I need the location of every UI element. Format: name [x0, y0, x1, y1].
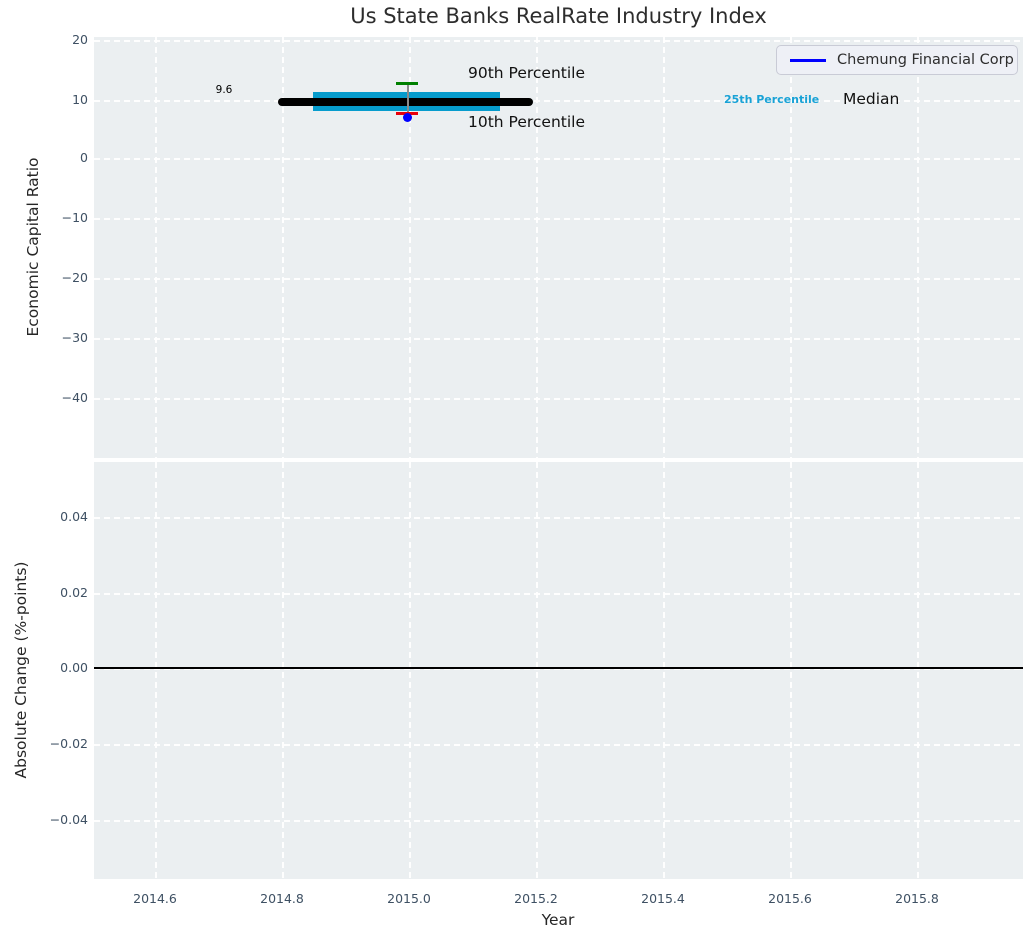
gridline-h	[94, 338, 1023, 340]
gridline-v	[790, 462, 792, 879]
median-annotation: Median	[843, 90, 900, 108]
xtick-label: 2015.2	[514, 891, 558, 906]
gridline-h	[94, 398, 1023, 400]
top-axes: 9.6 90th Percentile 10th Percentile 25th…	[94, 37, 1023, 458]
median-line	[278, 97, 533, 106]
legend-line-sample	[790, 58, 826, 62]
bottom-y-axis-label: Absolute Change (%-points)	[12, 561, 30, 779]
xtick-label: 2015.6	[768, 891, 812, 906]
ytick-label: −0.02	[49, 736, 88, 751]
whisker-line	[407, 83, 409, 113]
company-data-point	[403, 112, 412, 122]
gridline-h	[94, 820, 1023, 822]
ytick-label: 20	[72, 32, 88, 47]
zero-reference-line	[94, 667, 1023, 669]
gridline-h	[94, 40, 1023, 42]
ytick-label: −20	[61, 270, 88, 285]
median-value-label: 9.6	[215, 84, 233, 96]
top-y-axis-label: Economic Capital Ratio	[24, 157, 42, 337]
gridline-h	[94, 744, 1023, 746]
gridline-h	[94, 278, 1023, 280]
gridline-v	[282, 462, 284, 879]
p90-cap	[396, 81, 418, 85]
gridline-v	[155, 462, 157, 879]
ytick-label: −30	[61, 330, 88, 345]
ytick-label: −10	[61, 210, 88, 225]
gridline-v	[409, 462, 411, 879]
gridline-h	[94, 158, 1023, 160]
legend: Chemung Financial Corp	[776, 45, 1018, 75]
ytick-label: 10	[72, 92, 88, 107]
gridline-h	[94, 100, 1023, 102]
ytick-label: 0	[80, 150, 88, 165]
ytick-label: 0.04	[60, 509, 88, 524]
gridline-v	[409, 37, 411, 458]
gridline-h	[94, 593, 1023, 595]
gridline-h	[94, 218, 1023, 220]
ytick-label: 0.00	[60, 660, 88, 675]
gridline-h	[94, 668, 1023, 670]
bottom-axes	[94, 462, 1023, 879]
x-axis-label: Year	[541, 911, 575, 929]
legend-label: Chemung Financial Corp	[837, 52, 1014, 68]
gridline-v	[155, 37, 157, 458]
xtick-label: 2014.6	[133, 891, 177, 906]
gridline-v	[536, 37, 538, 458]
gridline-v	[536, 462, 538, 879]
gridline-v	[790, 37, 792, 458]
xtick-label: 2015.8	[895, 891, 939, 906]
ytick-label: −0.04	[49, 812, 88, 827]
xtick-label: 2015.4	[641, 891, 685, 906]
gridline-v	[663, 37, 665, 458]
ytick-label: 0.02	[60, 585, 88, 600]
gridline-h	[94, 517, 1023, 519]
gridline-v	[917, 37, 919, 458]
chart-title: Us State Banks RealRate Industry Index	[350, 4, 767, 28]
gridline-v	[663, 462, 665, 879]
xtick-label: 2015.0	[387, 891, 431, 906]
ytick-label: −40	[61, 390, 88, 405]
p10-annotation: 10th Percentile	[468, 113, 586, 131]
p90-annotation: 90th Percentile	[468, 64, 586, 82]
gridline-v	[282, 37, 284, 458]
xtick-label: 2014.8	[260, 891, 304, 906]
p25-annotation: 25th Percentile	[724, 93, 820, 106]
gridline-v	[917, 462, 919, 879]
